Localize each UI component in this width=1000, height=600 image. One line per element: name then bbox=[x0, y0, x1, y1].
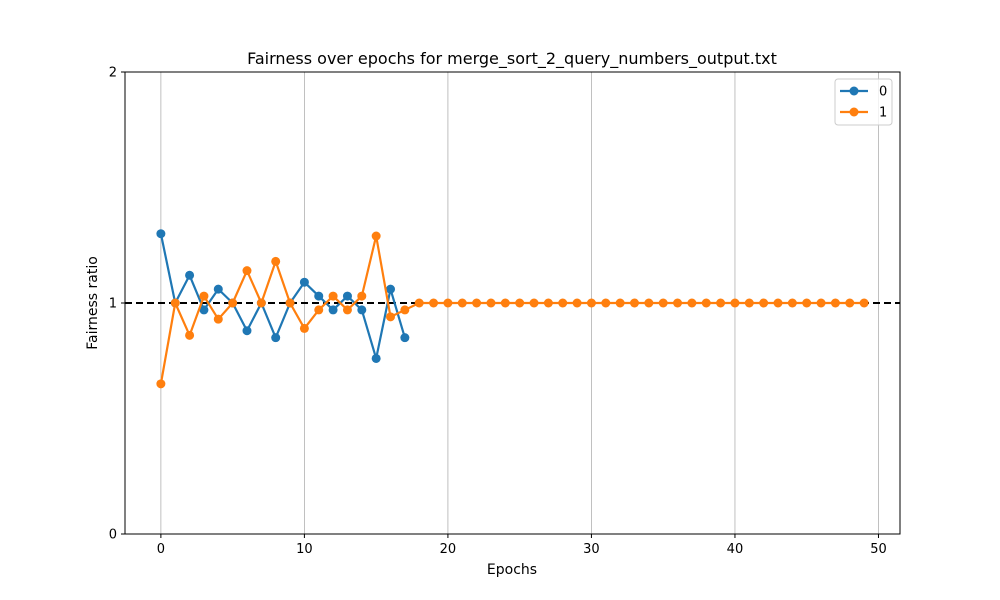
data-point bbox=[543, 298, 553, 308]
data-point bbox=[773, 298, 783, 308]
data-point bbox=[185, 270, 195, 280]
data-point bbox=[342, 305, 352, 315]
data-point bbox=[228, 298, 238, 308]
data-point bbox=[658, 298, 668, 308]
legend-item: 1 bbox=[840, 106, 887, 121]
x-tick-label: 0 bbox=[157, 542, 165, 557]
data-point bbox=[213, 314, 223, 324]
data-point bbox=[629, 298, 639, 308]
legend-label: 0 bbox=[879, 85, 887, 100]
data-point bbox=[601, 298, 611, 308]
data-point bbox=[199, 305, 209, 315]
x-ticks: 0 10 20 30 40 50 bbox=[157, 534, 887, 557]
data-point bbox=[802, 298, 812, 308]
data-point bbox=[213, 284, 223, 294]
x-tick-label: 10 bbox=[296, 542, 313, 557]
data-point bbox=[386, 284, 396, 294]
series-line bbox=[159, 234, 865, 385]
data-point bbox=[515, 298, 525, 308]
x-tick-label: 20 bbox=[440, 542, 457, 557]
data-point bbox=[472, 298, 482, 308]
x-tick-label: 40 bbox=[727, 542, 744, 557]
legend-label: 1 bbox=[879, 106, 887, 121]
data-point bbox=[271, 333, 281, 343]
data-point bbox=[357, 291, 367, 301]
data-point bbox=[328, 291, 338, 301]
x-tick-label: 50 bbox=[870, 542, 887, 557]
data-point bbox=[687, 298, 697, 308]
data-point bbox=[156, 229, 166, 239]
data-point bbox=[500, 298, 510, 308]
data-point bbox=[644, 298, 654, 308]
data-point bbox=[816, 298, 826, 308]
data-point bbox=[429, 298, 439, 308]
data-point bbox=[299, 277, 309, 287]
data-point bbox=[558, 298, 568, 308]
data-point bbox=[615, 298, 625, 308]
data-point bbox=[572, 298, 582, 308]
legend-marker bbox=[849, 86, 859, 96]
y-ticks: 0 1 2 bbox=[109, 66, 125, 543]
data-point bbox=[170, 298, 180, 308]
data-point bbox=[285, 298, 295, 308]
data-point bbox=[673, 298, 683, 308]
data-point bbox=[299, 323, 309, 333]
legend-item: 0 bbox=[840, 85, 887, 100]
data-point bbox=[787, 298, 797, 308]
data-point bbox=[185, 330, 195, 340]
data-point bbox=[486, 298, 496, 308]
x-tick-label: 30 bbox=[583, 542, 600, 557]
data-point bbox=[371, 231, 381, 241]
series-1 bbox=[156, 231, 869, 389]
data-point bbox=[342, 291, 352, 301]
data-point bbox=[701, 298, 711, 308]
data-point bbox=[730, 298, 740, 308]
y-tick-label: 0 bbox=[109, 528, 117, 543]
data-point bbox=[716, 298, 726, 308]
data-point bbox=[414, 298, 424, 308]
data-point bbox=[371, 353, 381, 363]
data-point bbox=[400, 333, 410, 343]
data-point bbox=[586, 298, 596, 308]
series-0 bbox=[156, 229, 410, 363]
data-point bbox=[242, 266, 252, 276]
data-point bbox=[199, 291, 209, 301]
legend-marker bbox=[849, 107, 859, 117]
y-axis-label: Fairness ratio bbox=[85, 256, 101, 350]
chart-title: Fairness over epochs for merge_sort_2_qu… bbox=[247, 49, 777, 69]
data-point bbox=[271, 256, 281, 266]
data-point bbox=[529, 298, 539, 308]
series-layer bbox=[156, 229, 869, 389]
legend: 01 bbox=[834, 78, 893, 126]
x-axis-label: Epochs bbox=[487, 562, 537, 578]
data-point bbox=[328, 305, 338, 315]
data-point bbox=[357, 305, 367, 315]
data-point bbox=[744, 298, 754, 308]
data-point bbox=[457, 298, 467, 308]
series-line bbox=[159, 233, 406, 360]
data-point bbox=[845, 298, 855, 308]
data-point bbox=[759, 298, 769, 308]
data-point bbox=[242, 326, 252, 336]
data-point bbox=[256, 298, 266, 308]
data-point bbox=[400, 305, 410, 315]
data-point bbox=[443, 298, 453, 308]
data-point bbox=[830, 298, 840, 308]
y-tick-label: 2 bbox=[109, 66, 117, 81]
data-point bbox=[386, 312, 396, 322]
data-point bbox=[314, 291, 324, 301]
data-point bbox=[859, 298, 869, 308]
y-tick-label: 1 bbox=[109, 297, 117, 312]
data-point bbox=[314, 305, 324, 315]
data-point bbox=[156, 379, 166, 389]
